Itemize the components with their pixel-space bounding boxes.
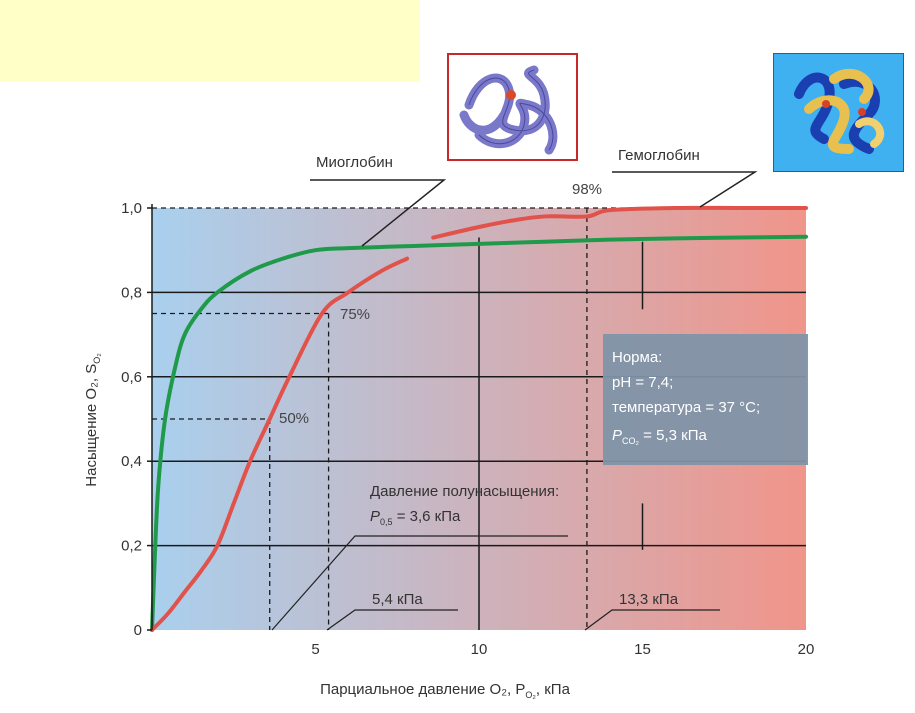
half-saturation-value: P0,5 = 3,6 кПа: [370, 508, 461, 527]
myoglobin-label: Миоглобин: [316, 154, 393, 171]
x-tick-label: 15: [634, 641, 651, 658]
y-tick-label: 0,8: [121, 284, 142, 301]
label-5-4-kpa: 5,4 кПа: [372, 591, 423, 608]
hemoglobin-curve-upper: [431, 205, 808, 240]
norm-pco2: PCO₂ = 5,3 кПа: [612, 427, 707, 446]
label-98-percent: 98%: [572, 181, 602, 198]
gridlines: [152, 237, 806, 630]
y-tick-label: 0,2: [121, 538, 142, 555]
y-tick-label: 0,4: [121, 453, 142, 470]
hemoglobin-label: Гемоглобин: [618, 147, 700, 164]
hemoglobin-structure-image: [773, 53, 904, 172]
y-tick-label: 0,6: [121, 369, 142, 386]
hemoglobin-curve: [150, 256, 410, 632]
x-tick-label: 20: [798, 641, 815, 658]
y-tick-label: 0: [134, 622, 142, 639]
y-axis-title: Насыщение O₂, SO₂: [83, 353, 102, 487]
half-saturation-leader-line: [271, 535, 568, 631]
title-placeholder-box: [0, 0, 420, 82]
leader-5-4-kpa: [326, 609, 458, 631]
myoglobin-leader-line: [310, 179, 447, 247]
norm-box: [603, 334, 808, 465]
curves: [150, 205, 808, 632]
label-75-percent: 75%: [340, 306, 370, 323]
hemoglobin-leader-line: [612, 171, 758, 208]
myoglobin-structure-image: [447, 53, 578, 161]
x-axis-title: Парциальное давление O₂, PO₂, кПа: [320, 681, 570, 700]
norm-title: Норма:: [612, 349, 662, 366]
x-tick-label: 5: [311, 641, 319, 658]
axes: [147, 204, 153, 631]
label-50-percent: 50%: [279, 410, 309, 427]
tick-labels: 0 0,2 0,4 0,6 0,8 1,0 5 10 15 20: [121, 200, 814, 658]
myoglobin-curve: [150, 234, 808, 632]
norm-temperature: температура = 37 °C;: [612, 399, 760, 416]
x-tick-label: 10: [471, 641, 488, 658]
norm-ph: pH = 7,4;: [612, 374, 673, 391]
y-tick-label: 1,0: [121, 200, 142, 217]
leader-13-3-kpa: [584, 609, 720, 631]
label-13-3-kpa: 13,3 кПа: [619, 591, 679, 608]
half-saturation-title: Давление полунасыщения:: [370, 483, 559, 500]
